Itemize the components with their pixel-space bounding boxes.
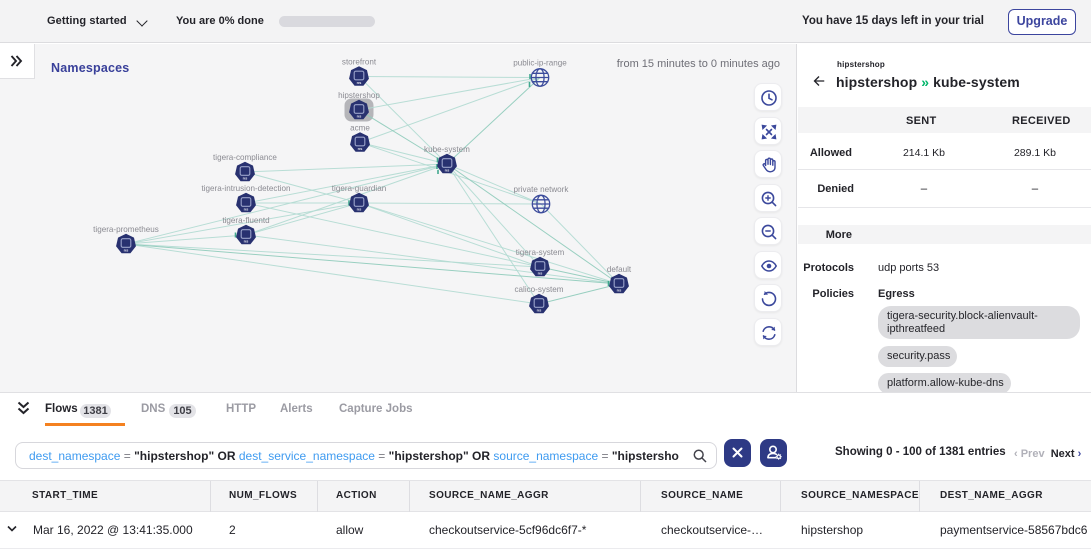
svg-text:private network: private network <box>514 185 570 194</box>
svg-text:tigera-guardian: tigera-guardian <box>332 184 386 193</box>
svg-text:calico-system: calico-system <box>514 285 563 294</box>
svg-text:ns: ns <box>445 168 450 173</box>
svg-text:ns: ns <box>357 114 362 119</box>
svg-text:tigera-prometheus: tigera-prometheus <box>93 225 159 234</box>
svg-text:public-ip-range: public-ip-range <box>513 59 567 68</box>
svg-text:ns: ns <box>537 308 542 313</box>
svg-text:acme: acme <box>350 124 370 133</box>
svg-text:tigera-intrusion-detection: tigera-intrusion-detection <box>201 184 290 193</box>
svg-text:hipstershop: hipstershop <box>338 91 380 100</box>
svg-text:ns: ns <box>244 207 249 212</box>
svg-text:default: default <box>607 265 632 274</box>
svg-text:ns: ns <box>357 207 362 212</box>
svg-text:ns: ns <box>124 248 129 253</box>
svg-text:ns: ns <box>357 80 362 85</box>
svg-text:ns: ns <box>538 271 543 276</box>
svg-text:ns: ns <box>617 288 622 293</box>
svg-text:tigera-fluentd: tigera-fluentd <box>222 216 269 225</box>
svg-text:tigera-compliance: tigera-compliance <box>213 153 277 162</box>
svg-text:ns: ns <box>358 146 363 151</box>
svg-text:ns: ns <box>243 176 248 181</box>
svg-text:kube-system: kube-system <box>424 145 470 154</box>
svg-text:storefront: storefront <box>342 58 377 67</box>
svg-text:tigera-system: tigera-system <box>516 248 565 257</box>
svg-text:ns: ns <box>244 239 249 244</box>
